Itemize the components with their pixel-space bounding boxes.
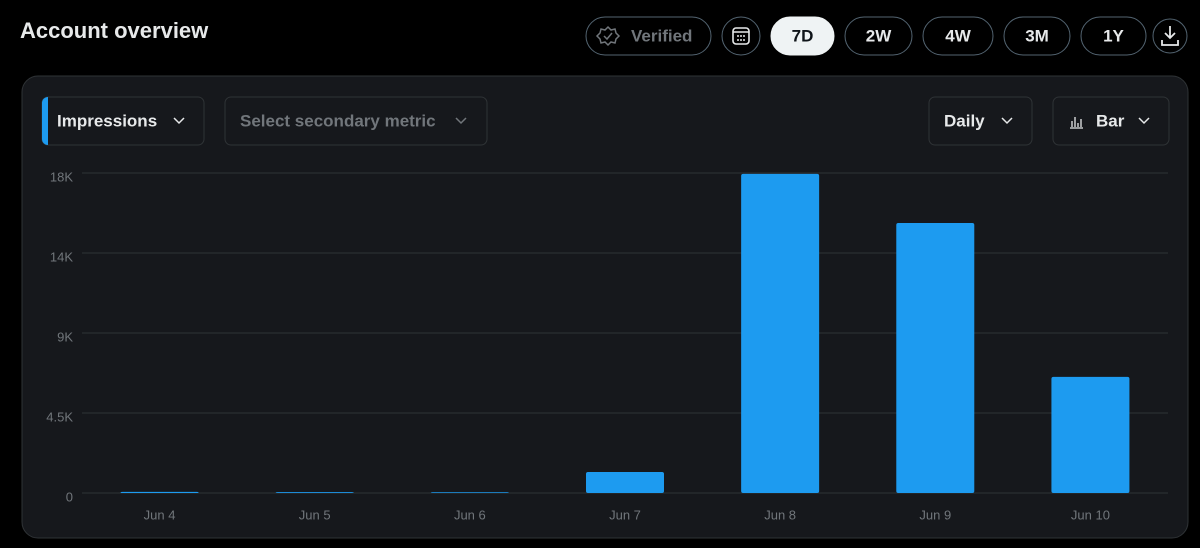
bar [120, 491, 199, 493]
download-button[interactable] [1152, 18, 1188, 54]
x-tick-label: Jun 7 [609, 507, 641, 522]
bar [275, 492, 354, 493]
bar [896, 222, 975, 493]
range-buttons: 7D 2W 4W 3M 1Y [770, 16, 1147, 56]
secondary-metric-bg [224, 96, 488, 146]
range-button-label: 2W [866, 26, 892, 45]
x-tick-label: Jun 6 [454, 507, 486, 522]
secondary-metric-dropdown[interactable]: Select secondary metric [224, 96, 488, 146]
y-tick-label: 9K [57, 329, 73, 344]
x-tick-label: Jun 10 [1071, 507, 1110, 522]
verified-label: Verified [631, 26, 692, 45]
primary-metric-dropdown[interactable]: Impressions [41, 96, 205, 146]
y-tick-label: 0 [66, 489, 73, 504]
interval-label: Daily [944, 111, 985, 130]
secondary-metric-label: Select secondary metric [240, 111, 436, 130]
primary-metric-accent [42, 97, 48, 145]
bar [586, 472, 664, 493]
range-button[interactable]: 2W [844, 16, 913, 56]
bar [1051, 376, 1130, 493]
calendar-icon [732, 27, 750, 45]
interval-dropdown[interactable]: Daily [928, 96, 1033, 146]
range-button-label: 3M [1025, 26, 1049, 45]
bar [430, 492, 509, 493]
range-button[interactable]: 3M [1003, 16, 1071, 56]
chevron [1001, 117, 1013, 125]
y-tick-label: 14K [50, 249, 73, 264]
range-button-bg [922, 16, 994, 56]
calendar-button[interactable] [721, 16, 761, 56]
y-tick-label: 18K [50, 169, 73, 184]
range-button-label: 1Y [1103, 26, 1124, 45]
range-button-label: 7D [792, 26, 814, 45]
chevron [455, 117, 467, 125]
chevron [173, 117, 185, 125]
interval-bg [928, 96, 1033, 146]
range-button[interactable]: 4W [922, 16, 994, 56]
range-button[interactable]: 7D [770, 16, 835, 56]
verified-button-bg [585, 16, 712, 56]
range-button-bg [844, 16, 913, 56]
x-tick-label: Jun 8 [764, 507, 796, 522]
y-tick-label: 4.5K [46, 409, 73, 424]
x-tick-label: Jun 9 [919, 507, 951, 522]
range-button-bg [770, 16, 835, 56]
x-tick-label: Jun 5 [299, 507, 331, 522]
chart-style-dropdown[interactable]: Bar [1052, 96, 1170, 146]
chart-style-label: Bar [1096, 111, 1125, 130]
range-button-bg [1003, 16, 1071, 56]
range-button-bg [1080, 16, 1147, 56]
bar [741, 173, 820, 493]
verified-check [603, 32, 613, 41]
page-title: Account overview [20, 18, 209, 43]
bar-icon [1070, 117, 1083, 129]
x-tick-label: Jun 4 [144, 507, 176, 522]
calendar-icon-grid [733, 31, 749, 41]
chart-style-bg [1052, 96, 1170, 146]
verified-icon [595, 25, 621, 47]
chevron [1138, 117, 1150, 125]
range-button[interactable]: 1Y [1080, 16, 1147, 56]
download-icon [1161, 26, 1179, 46]
primary-metric-label: Impressions [57, 111, 157, 130]
verified-button[interactable]: Verified [585, 16, 712, 56]
range-button-label: 4W [945, 26, 971, 45]
